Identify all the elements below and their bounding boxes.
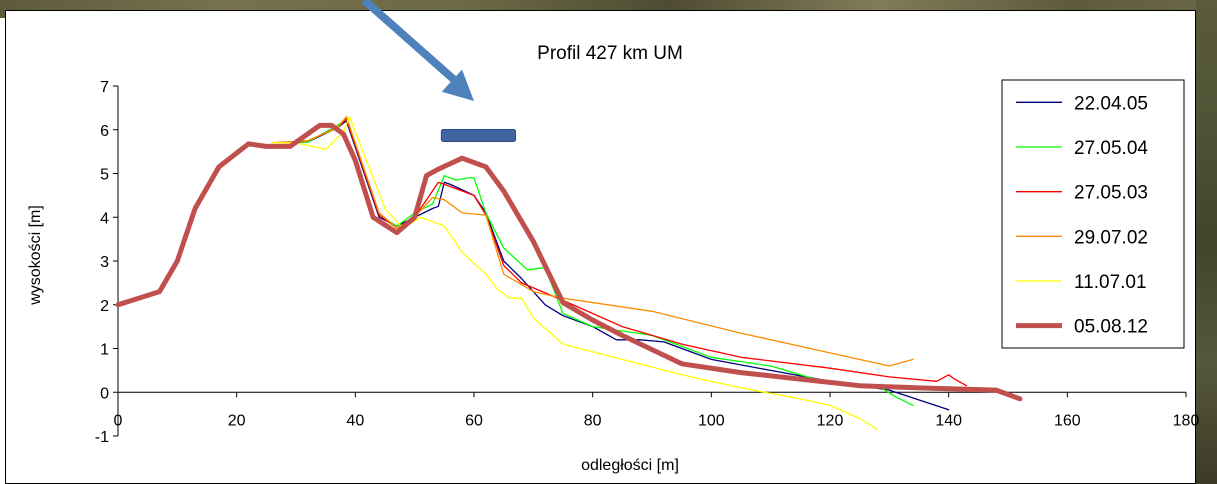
- legend-item: 27.05.03: [1016, 183, 1148, 204]
- series-line-22.04.05: [271, 120, 950, 411]
- legend-label: 05.08.12: [1074, 317, 1148, 338]
- legend: 22.04.05 27.05.04 27.05.03 29.07.02 11.07.01…: [1001, 79, 1185, 349]
- chart-frame: [5, 10, 1196, 484]
- x-tick-label: 40: [346, 412, 364, 429]
- legend-label: 29.07.02: [1074, 227, 1148, 248]
- axes: -1 0 1 2 3 4 5 6 7 0 20 40 60 80 100 120 140 160 180: [95, 79, 1200, 446]
- x-tick-label: 100: [698, 412, 725, 429]
- x-tick-label: 160: [1054, 412, 1081, 429]
- y-tick-label: 3: [100, 254, 109, 271]
- series-line-27.05.03: [271, 118, 968, 387]
- y-tick-label: 7: [100, 79, 109, 96]
- x-tick-label: 140: [935, 412, 962, 429]
- chart-title: Profil 427 km UM: [537, 43, 683, 64]
- x-tick-label: 80: [584, 412, 602, 429]
- series-line-05.08.12: [115, 122, 1023, 402]
- x-tick-label: 180: [1173, 412, 1200, 429]
- y-tick-label: 6: [100, 123, 109, 140]
- legend-item: 29.07.02: [1016, 227, 1148, 248]
- x-tick-label: 0: [114, 412, 123, 429]
- legend-item: 05.08.12: [1016, 317, 1148, 338]
- legend-box: [1001, 79, 1185, 349]
- legend-item: 22.04.05: [1016, 93, 1148, 114]
- legend-label: 11.07.01: [1074, 272, 1147, 293]
- x-tick-label: 60: [465, 412, 483, 429]
- legend-item: 27.05.04: [1016, 138, 1148, 159]
- series-layer: [115, 115, 1023, 431]
- marker-bar: [440, 128, 517, 142]
- legend-label: 27.05.03: [1074, 183, 1148, 204]
- arrow-shaft: [361, 0, 463, 88]
- annotation-layer: [361, 0, 517, 142]
- x-axis-label: odległości [m]: [581, 457, 679, 474]
- y-tick-label: -1: [95, 429, 109, 446]
- y-axis-label: wysokości [m]: [27, 205, 44, 306]
- background-photo-right: [1196, 0, 1217, 484]
- series-line-11.07.01: [271, 115, 879, 431]
- x-tick-label: 20: [228, 412, 246, 429]
- y-tick-label: 4: [100, 210, 109, 227]
- legend-label: 22.04.05: [1074, 93, 1148, 114]
- legend-label: 27.05.04: [1074, 138, 1148, 159]
- y-tick-label: 2: [100, 298, 109, 315]
- arrow-head: [441, 69, 474, 101]
- y-tick-label: 0: [100, 385, 109, 402]
- legend-item: 11.07.01: [1016, 272, 1147, 293]
- series-line-27.05.04: [271, 118, 914, 407]
- y-tick-label: 1: [100, 342, 109, 359]
- x-tick-label: 120: [817, 412, 844, 429]
- y-tick-label: 5: [100, 167, 109, 184]
- series-line-29.07.02: [271, 115, 914, 367]
